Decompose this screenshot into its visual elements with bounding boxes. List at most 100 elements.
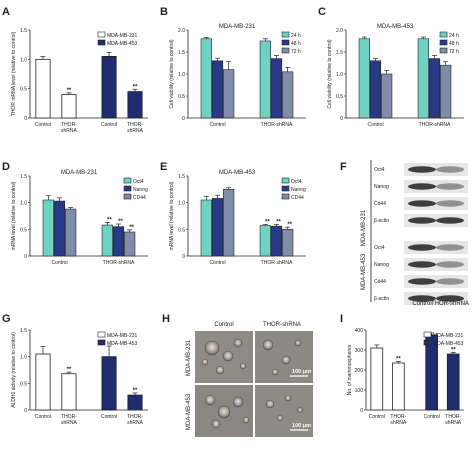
panel-letter-a: A (2, 6, 10, 18)
significance-label: ** (133, 388, 138, 394)
mammosphere-cell (265, 399, 275, 409)
bar (369, 60, 382, 119)
legend-swatch (123, 193, 132, 200)
legend-label: 72 h (291, 49, 301, 55)
legend-swatch (439, 39, 448, 46)
significance-label: ** (396, 356, 401, 362)
y-tick-label: 1.0 (336, 72, 343, 78)
y-tick-label: 0 (340, 116, 343, 122)
legend-swatch (281, 185, 290, 192)
bar (211, 198, 224, 257)
mammosphere-cell (222, 350, 234, 362)
x-tick-label: Control (51, 260, 67, 266)
mammosphere-cell (239, 362, 247, 370)
y-tick-label: 0 (182, 254, 185, 260)
blot-band (408, 261, 436, 268)
x-tick-label: Control (101, 414, 117, 420)
mammosphere-cell (281, 355, 291, 365)
legend-swatch (123, 177, 132, 184)
x-tick-label: Control (367, 122, 383, 128)
micro-row-453: MDA-MB-453 (186, 393, 192, 430)
blot-band (436, 244, 464, 251)
legend-label: CD44 (133, 195, 146, 201)
legend-label: Nanog (291, 187, 306, 193)
significance-label: ** (276, 220, 281, 226)
y-tick-label: 1.0 (20, 355, 27, 361)
legend-label: MDA-MB-231 (107, 333, 138, 339)
bar (417, 38, 429, 119)
y-tick-label: 0.5 (20, 87, 27, 93)
y-tick-label: 1.0 (178, 201, 185, 207)
bar (200, 199, 212, 257)
y-axis-label: mRNA level (relative to control) (11, 181, 17, 250)
blot-lane-shrna: THOR-shRNA (431, 301, 469, 307)
y-tick-label: 1.5 (336, 50, 343, 56)
y-tick-label: 0 (24, 116, 27, 122)
bar (112, 226, 125, 257)
blot-band (436, 217, 464, 224)
mammosphere-cell (211, 419, 221, 429)
legend-swatch (281, 31, 290, 38)
significance-label: ** (451, 347, 456, 353)
x-tick-label: THOR-shRNA (103, 260, 135, 266)
y-tick-label: 1.5 (178, 50, 185, 56)
mammosphere-cell (233, 338, 243, 348)
bar (124, 231, 136, 257)
blot-row-label: β-actin (374, 218, 389, 224)
x-tick-label: Control (35, 122, 51, 128)
mammosphere-cell (294, 339, 302, 347)
x-tick-label: Control (35, 414, 51, 420)
legend-label: CD44 (291, 195, 304, 201)
mammosphere-cell (201, 358, 209, 366)
y-tick-label: 400 (355, 328, 364, 334)
blot-band (408, 244, 436, 251)
bar (446, 353, 460, 411)
blot-band (436, 278, 464, 285)
legend-swatch (281, 47, 290, 54)
panel-letter-e: E (160, 161, 167, 173)
blot-rows: Oct4 Nanog Cd44 β-actin Oct4 Nanog Cd44 β-actin (374, 163, 468, 305)
bar (440, 64, 452, 119)
legend-label: 72 h (449, 49, 459, 55)
y-tick-label: 0.5 (336, 94, 343, 100)
legend-label: MDA-MB-231 (107, 33, 138, 39)
y-tick-label: 0 (24, 254, 27, 260)
bar (65, 208, 77, 257)
legend-swatch (423, 331, 432, 338)
mammosphere-cell (262, 339, 274, 351)
panel-letter-g: G (2, 313, 11, 325)
blot-row-label: Nanog (374, 184, 389, 190)
blot-band (436, 183, 464, 190)
western-blot-panel: MDA-MB-231 MDA-MB-453 Oct4 Nanog Cd44 β-act… (361, 160, 469, 307)
blot-band (436, 295, 464, 302)
legend-label: MDA-MB-453 (107, 41, 138, 47)
y-tick-label: 0.5 (20, 227, 27, 233)
y-tick-label: 0.5 (178, 227, 185, 233)
micro-image-453-shrna (255, 385, 313, 437)
blot-lane-control: Control (412, 301, 431, 307)
panel-letter-b: B (160, 6, 168, 18)
x-tick-label: shRNA (390, 420, 407, 426)
blot-group1-label: MDA-MB-231 (361, 209, 367, 246)
significance-label: ** (133, 84, 138, 90)
bar (200, 38, 212, 119)
legend-label: Nanog (133, 187, 148, 193)
bar (35, 58, 51, 119)
y-tick-label: 1.0 (20, 57, 27, 63)
y-axis-label: mRNA level (relative to control) (169, 181, 175, 250)
y-tick-label: 1.5 (20, 328, 27, 334)
bar (61, 373, 77, 411)
bar (42, 199, 54, 257)
x-tick-label: Control (209, 122, 225, 128)
significance-label: ** (265, 220, 270, 226)
y-axis-label: ALDH1 activity (relative to control) (11, 332, 17, 408)
blot-band (408, 217, 436, 224)
legend-swatch (97, 31, 106, 38)
chart-i-mammospheres: 0 100 200 300 400 No. of mammospheres Control *… (347, 328, 464, 426)
bar (392, 362, 405, 411)
blot-row-label: Oct4 (374, 245, 385, 251)
mammosphere-cell (242, 416, 250, 424)
blot-row-label: Nanog (374, 262, 389, 268)
